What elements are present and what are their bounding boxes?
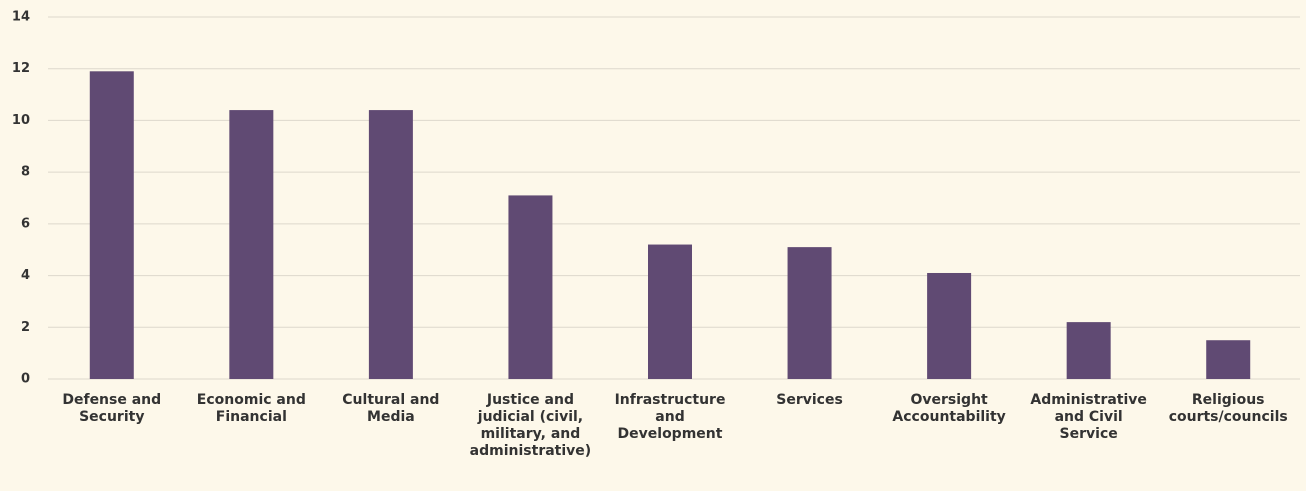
bar — [648, 244, 692, 379]
y-tick-label: 12 — [12, 61, 30, 76]
y-tick-label: 8 — [21, 165, 30, 180]
y-tick-label: 14 — [12, 10, 30, 25]
bar — [927, 272, 972, 379]
bar — [787, 247, 832, 379]
bar — [1206, 340, 1251, 379]
x-tick-label: Defense and Security — [62, 392, 162, 425]
x-tick-label: Administrative and Civil Service — [1030, 392, 1147, 442]
bar — [229, 110, 274, 379]
x-tick-label: Religious courts/councils — [1168, 392, 1288, 425]
y-tick-label: 0 — [21, 372, 30, 387]
bar — [368, 110, 413, 379]
y-tick-label: 10 — [12, 113, 30, 128]
bar — [508, 195, 553, 379]
y-tick-label: 6 — [21, 216, 30, 231]
x-tick-label: Economic and Financial — [196, 392, 306, 425]
x-tick-label: Oversight Accountability — [892, 392, 1006, 425]
x-tick-label: Justice and judicial (civil, military, a… — [469, 392, 592, 459]
x-tick-label: Services — [776, 392, 843, 408]
x-tick-label: Infrastructure and Development — [614, 392, 726, 442]
bar — [1066, 322, 1111, 379]
y-tick-label: 4 — [21, 268, 30, 283]
y-tick-label: 2 — [21, 320, 30, 335]
x-tick-label: Cultural and Media — [342, 392, 440, 425]
bar — [89, 71, 134, 380]
